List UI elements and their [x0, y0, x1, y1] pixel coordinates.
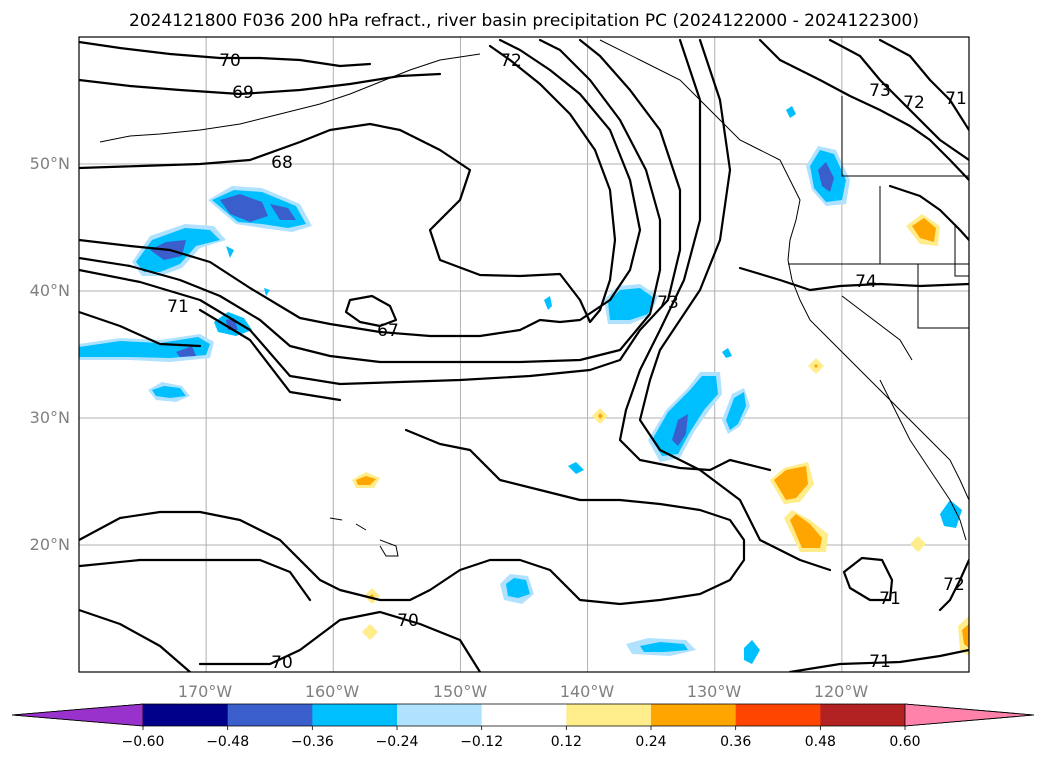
colorbar: −0.60 −0.48 −0.36 −0.24 −0.12 0.12 0.24 0.36 0.4… [11, 703, 1035, 750]
contour-label: 71 [945, 89, 967, 109]
contour-label: 70 [271, 653, 293, 673]
contour-label: 72 [500, 51, 522, 71]
contour-label: 74 [855, 272, 877, 292]
colorbar-tick-label: −0.36 [291, 734, 334, 750]
colorbar-tick-label: 0.36 [720, 734, 751, 750]
shade-blob [774, 466, 808, 500]
shade-blob [744, 640, 760, 664]
shade-blob [786, 106, 796, 118]
contour-label: 71 [869, 652, 891, 672]
colorbar-tick-label: 0.24 [635, 734, 666, 750]
colorbar-extend-high [904, 703, 1035, 727]
chart-title: 2024121800 F036 200 hPa refract., river … [129, 11, 919, 31]
x-axis-labels: 170°W 160°W 150°W 140°W 130°W 120°W [178, 682, 869, 701]
contour-label: 70 [397, 611, 419, 631]
colorbar-segment [397, 704, 483, 726]
shade-blob [790, 514, 822, 548]
colorbar-tick-label: 0.12 [551, 734, 582, 750]
colorbar-tick-label: −0.12 [460, 734, 503, 750]
colorbar-segment [566, 704, 652, 726]
map-panel: 70 69 68 67 71 72 73 74 70 71 72 73 71 7… [78, 36, 970, 673]
shade-blob [506, 578, 530, 598]
y-tick-label: 40°N [30, 281, 70, 300]
x-tick-label: 140°W [560, 682, 615, 701]
shade-blob [940, 500, 962, 528]
x-tick-label: 160°W [305, 682, 360, 701]
colorbar-segment [820, 704, 906, 726]
shade-blob [726, 392, 746, 430]
shade-blob [818, 162, 834, 192]
contour-label: 68 [271, 153, 293, 173]
colorbar-segment [227, 704, 313, 726]
shade-blob [544, 296, 552, 310]
x-tick-label: 170°W [178, 682, 233, 701]
contour-label: 72 [943, 575, 965, 595]
shade-blob [152, 386, 186, 398]
colorbar-tick-label: −0.48 [206, 734, 249, 750]
shade-blob [226, 246, 270, 296]
shade-blob [608, 288, 654, 320]
contour-label: 72 [903, 93, 925, 113]
colorbar-tick-label: −0.24 [376, 734, 419, 750]
x-tick-label: 130°W [687, 682, 742, 701]
contour-label: 70 [219, 51, 241, 71]
contour-label: 71 [879, 589, 901, 609]
y-tick-label: 50°N [30, 154, 70, 173]
colorbar-tick-label: 0.60 [889, 734, 920, 750]
x-tick-label: 150°W [433, 682, 488, 701]
contour-label: 71 [167, 297, 189, 317]
y-tick-label: 20°N [30, 535, 70, 554]
colorbar-segment [481, 704, 567, 726]
colorbar-tick-label: −0.60 [122, 734, 165, 750]
shade-blob [220, 194, 296, 222]
contour-label: 73 [869, 81, 891, 101]
y-axis-labels: 50°N 40°N 30°N 20°N [30, 154, 70, 554]
contour-label: 73 [657, 293, 679, 313]
shade-blob [912, 218, 936, 242]
map-frame [78, 36, 970, 673]
contour-label: 67 [377, 321, 399, 341]
shade-blob [356, 476, 376, 485]
colorbar-segment [312, 704, 398, 726]
contour-lines [79, 38, 969, 672]
colorbar-segment [735, 704, 821, 726]
shade-blob [640, 642, 688, 652]
shade-blob [962, 624, 969, 648]
colorbar-extend-low [11, 703, 144, 727]
shade-blob [672, 414, 688, 446]
shade-blob [568, 462, 584, 474]
colorbar-segment [143, 704, 229, 726]
shade-blob [722, 348, 732, 358]
x-tick-label: 120°W [814, 682, 869, 701]
shade-blob [176, 346, 196, 357]
contour-labels: 70 69 68 67 71 72 73 74 70 71 72 73 71 7… [167, 51, 967, 673]
colorbar-tick-label: 0.48 [805, 734, 836, 750]
shading-layer [79, 106, 969, 664]
y-tick-label: 30°N [30, 408, 70, 427]
coastlines [99, 39, 969, 557]
contour-label: 69 [232, 83, 254, 103]
colorbar-segment [651, 704, 737, 726]
